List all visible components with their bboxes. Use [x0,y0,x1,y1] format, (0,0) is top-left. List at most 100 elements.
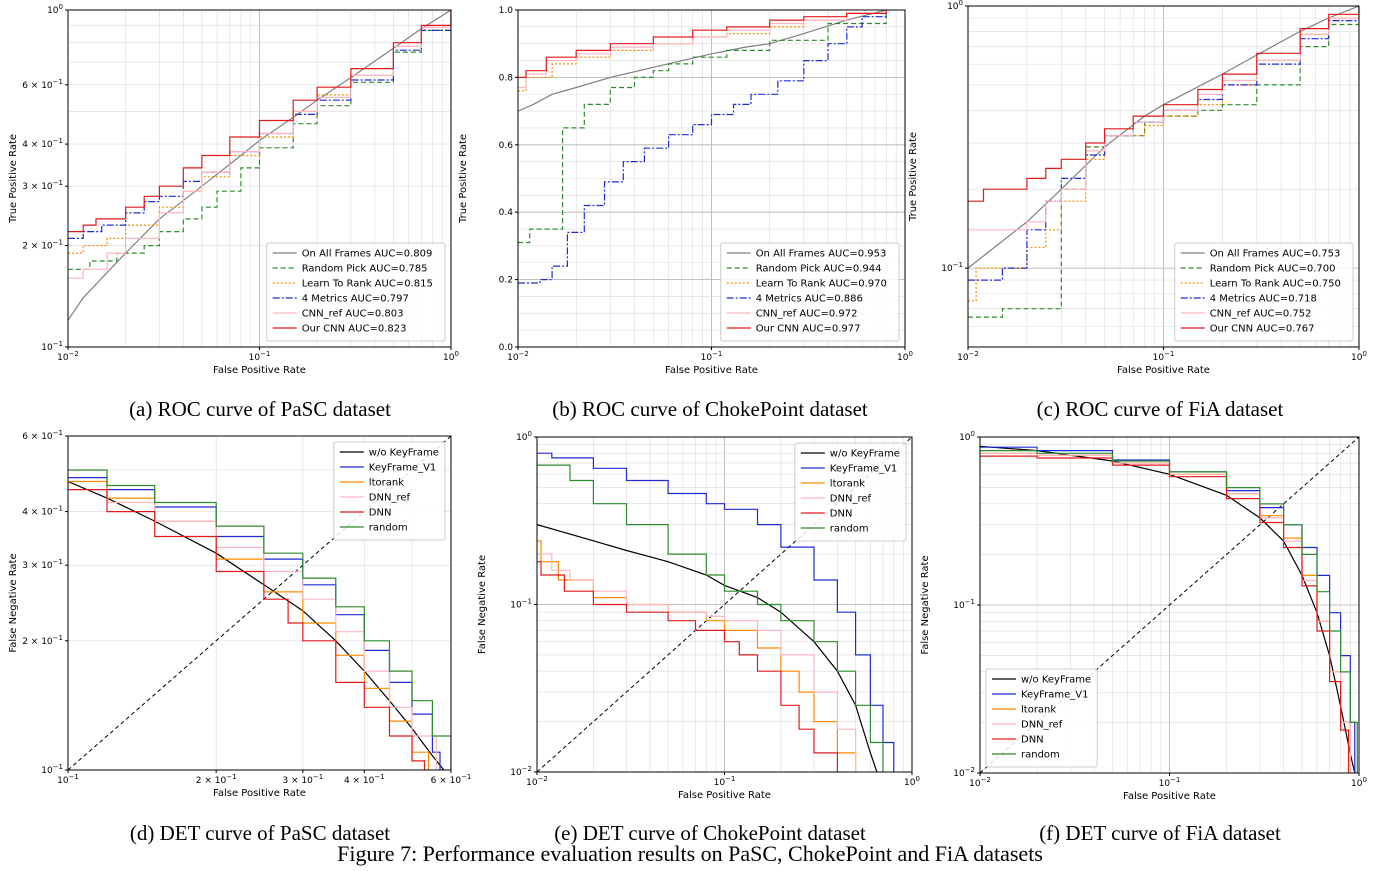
legend: On All Frames AUC=0.809 Random Pick AUC=0… [266,242,446,342]
x-axis-label: False Positive Rate [678,790,771,801]
series-line-0 [68,480,445,770]
legend-label: CNN_ref AUC=0.752 [1210,309,1312,320]
legend-label: DNN [1021,735,1044,746]
x-axis-label: False Positive Rate [665,365,758,376]
chart-b: 10−2 10−1 100 0.0 0.2 0.4 0.6 0.8 1.0 False Posit… [458,6,913,376]
y-axis-label: False Negative Rate [920,555,931,654]
legend-label: KeyFrame_V1 [830,464,898,475]
plot-frame [67,435,452,771]
x-tick-label: 10−1 [57,773,79,786]
x-tick-label: 10−1 [714,775,736,788]
legend-label: ltorank [369,478,404,489]
series-line-0 [68,10,451,321]
y-tick-label: 0.8 [499,73,514,83]
legend: On All Frames AUC=0.953 Random Pick AUC=0… [720,242,900,342]
y-tick-label: 100 [959,430,975,443]
legend-label: Learn To Rank AUC=0.815 [302,279,433,290]
legend-label: ltorank [830,479,865,490]
legend-label: Our CNN AUC=0.823 [302,324,407,335]
legend-label: Learn To Rank AUC=0.970 [756,279,887,290]
legend-label: Learn To Rank AUC=0.750 [1210,279,1341,290]
x-tick-label: 100 [904,775,920,788]
y-tick-label: 10−1 [953,598,975,611]
x-axis-label: False Positive Rate [1117,365,1210,376]
chart-e: 10−2 10−1 100 10−2 10−1 100 False Positive Rat… [477,430,920,801]
figure-caption: Figure 7: Performance evaluation results… [337,841,1043,866]
legend-label: KeyFrame_V1 [1021,690,1089,701]
series-line-3 [68,489,437,770]
series-line-5 [68,469,451,770]
y-axis-label: True Positive Rate [458,134,469,224]
caption-a: (a) ROC curve of PaSC dataset [129,397,391,421]
series-line-5 [980,450,1358,773]
x-tick-label: 100 [1351,350,1367,363]
y-tick-label: 0.2 [499,276,513,286]
caption-b: (b) ROC curve of ChokePoint dataset [552,397,868,421]
y-tick-label: 0.6 [499,141,514,151]
x-tick-label: 10−2 [526,775,548,788]
legend-box [720,242,900,342]
y-tick-label: 2 × 10−1 [22,634,63,647]
legend-label: Our CNN AUC=0.977 [756,324,861,335]
y-tick-label: 100 [516,430,532,443]
series-line-5 [537,464,884,772]
legend-label: random [830,524,869,535]
legend-label: DNN [369,508,392,519]
x-tick-label: 10−2 [57,350,79,363]
chart-f: 10−2 10−1 100 10−2 10−1 100 False Positive Rat… [920,430,1367,802]
series-line-5 [968,6,1359,202]
y-tick-label: 10−1 [941,261,963,274]
x-tick-label: 10−1 [701,350,723,363]
y-axis-label: True Positive Rate [908,132,919,222]
y-tick-label: 6 × 10−1 [22,429,63,442]
caption-e: (e) DET curve of ChokePoint dataset [554,821,866,845]
x-axis-label: False Positive Rate [213,788,306,799]
y-tick-label: 10−2 [953,766,975,779]
x-tick-label: 10−2 [969,776,991,789]
y-tick-label: 10−1 [41,340,63,353]
series-line-4 [537,561,838,772]
x-axis-label: False Positive Rate [213,365,306,376]
x-tick-label: 6 × 10−1 [431,773,472,786]
legend-label: w/o KeyFrame [830,449,900,460]
legend-label: 4 Metrics AUC=0.797 [302,294,409,305]
y-tick-label: 100 [947,0,963,12]
series-line-0 [518,10,887,112]
series-line-5 [68,10,451,233]
series-line-5 [518,10,887,78]
legend: On All Frames AUC=0.753 Random Pick AUC=0… [1174,242,1354,342]
legend-label: 4 Metrics AUC=0.886 [756,294,863,305]
y-tick-label: 10−1 [41,763,63,776]
chart-c: 10−2 10−1 100 10−1 100 False Positive Rate Tru… [908,0,1367,376]
caption-f: (f) DET curve of FiA dataset [1039,821,1281,845]
y-tick-label: 6 × 10−1 [22,78,63,91]
y-axis-label: False Negative Rate [477,555,488,654]
legend-label: ltorank [1021,705,1056,716]
y-tick-label: 3 × 10−1 [22,558,63,571]
legend-label: DNN_ref [1021,720,1063,731]
series-line-3 [518,10,887,284]
y-tick-label: 10−2 [510,765,532,778]
legend-label: w/o KeyFrame [1021,675,1091,686]
series-line-1 [537,452,895,772]
legend-label: CNN_ref AUC=0.972 [756,309,858,320]
x-tick-label: 100 [443,350,459,363]
y-tick-label: 10−1 [510,598,532,611]
legend-box [266,242,446,342]
legend-label: Random Pick AUC=0.785 [302,264,428,275]
x-tick-label: 2 × 10−1 [196,773,237,786]
x-tick-label: 3 × 10−1 [282,773,323,786]
legend-label: CNN_ref AUC=0.803 [302,309,404,320]
y-tick-label: 2 × 10−1 [22,239,63,252]
legend-label: Random Pick AUC=0.700 [1210,264,1336,275]
legend-label: DNN [830,509,853,520]
y-tick-label: 100 [47,3,63,16]
series-line-4 [68,489,426,770]
y-tick-label: 3 × 10−1 [22,179,63,192]
legend-label: On All Frames AUC=0.809 [302,249,433,260]
caption-d: (d) DET curve of PaSC dataset [129,821,391,845]
